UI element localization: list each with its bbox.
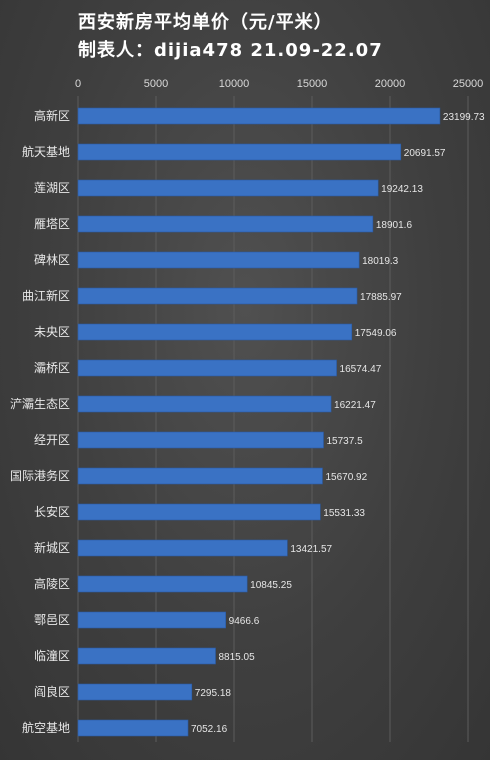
x-tick-label: 5000 xyxy=(144,78,168,90)
bar xyxy=(77,575,248,593)
category-label: 航空基地 xyxy=(22,720,70,735)
category-label: 鄠邑区 xyxy=(34,613,70,627)
data-label: 7295.18 xyxy=(195,688,232,699)
bar xyxy=(77,539,288,557)
data-label: 15531.33 xyxy=(323,508,365,519)
data-label: 15737.5 xyxy=(327,436,364,447)
x-tick-label: 0 xyxy=(75,78,81,90)
data-label: 15670.92 xyxy=(325,472,367,483)
category-label: 航天基地 xyxy=(22,144,70,159)
chart-title: 西安新房平均单价（元/平米） xyxy=(78,12,333,33)
data-label: 9466.6 xyxy=(229,616,260,627)
data-label: 7052.16 xyxy=(191,724,228,735)
bar xyxy=(77,251,360,269)
bar xyxy=(77,107,441,125)
category-label: 曲江新区 xyxy=(22,288,70,303)
bar xyxy=(77,143,402,161)
x-tick-label: 20000 xyxy=(375,78,406,90)
data-label: 13421.57 xyxy=(290,544,332,555)
bar xyxy=(77,287,358,305)
category-label: 雁塔区 xyxy=(34,217,70,231)
data-label: 20691.57 xyxy=(404,148,446,159)
bar xyxy=(77,719,189,737)
bar xyxy=(77,647,216,665)
chart-author-and-period: 制表人：dijia478 21.09-22.07 xyxy=(78,40,383,61)
bar xyxy=(77,611,226,629)
category-label: 高陵区 xyxy=(34,576,70,591)
bar xyxy=(77,215,374,233)
category-label: 碑林区 xyxy=(34,252,70,267)
category-label: 浐灞生态区 xyxy=(10,397,70,411)
bar xyxy=(77,503,321,521)
category-label: 未央区 xyxy=(34,325,70,339)
data-label: 8815.05 xyxy=(219,652,256,663)
data-label: 18901.6 xyxy=(376,220,413,231)
x-tick-label: 15000 xyxy=(297,78,328,90)
x-tick-label: 10000 xyxy=(219,78,250,90)
bar xyxy=(77,467,323,485)
category-label: 经开区 xyxy=(34,433,70,447)
bar xyxy=(77,683,193,701)
bar xyxy=(77,323,353,341)
category-label: 莲湖区 xyxy=(34,180,70,195)
data-label: 16221.47 xyxy=(334,400,376,411)
bar xyxy=(77,431,324,449)
data-label: 19242.13 xyxy=(381,184,423,195)
data-label: 17549.06 xyxy=(355,328,397,339)
bar xyxy=(77,359,337,377)
data-label: 16574.47 xyxy=(340,364,382,375)
x-tick-label: 25000 xyxy=(453,78,484,90)
data-label: 10845.25 xyxy=(250,580,292,591)
category-label: 灞桥区 xyxy=(34,361,70,375)
category-label: 高新区 xyxy=(34,108,70,123)
category-label: 阎良区 xyxy=(34,684,70,699)
category-label: 新城区 xyxy=(34,540,70,555)
category-label: 国际港务区 xyxy=(10,468,70,483)
data-label: 23199.73 xyxy=(443,112,485,123)
bar xyxy=(77,395,332,413)
category-label: 临潼区 xyxy=(34,648,70,663)
data-label: 18019.3 xyxy=(362,256,399,267)
bar xyxy=(77,179,379,197)
data-label: 17885.97 xyxy=(360,292,402,303)
category-label: 长安区 xyxy=(34,504,70,519)
